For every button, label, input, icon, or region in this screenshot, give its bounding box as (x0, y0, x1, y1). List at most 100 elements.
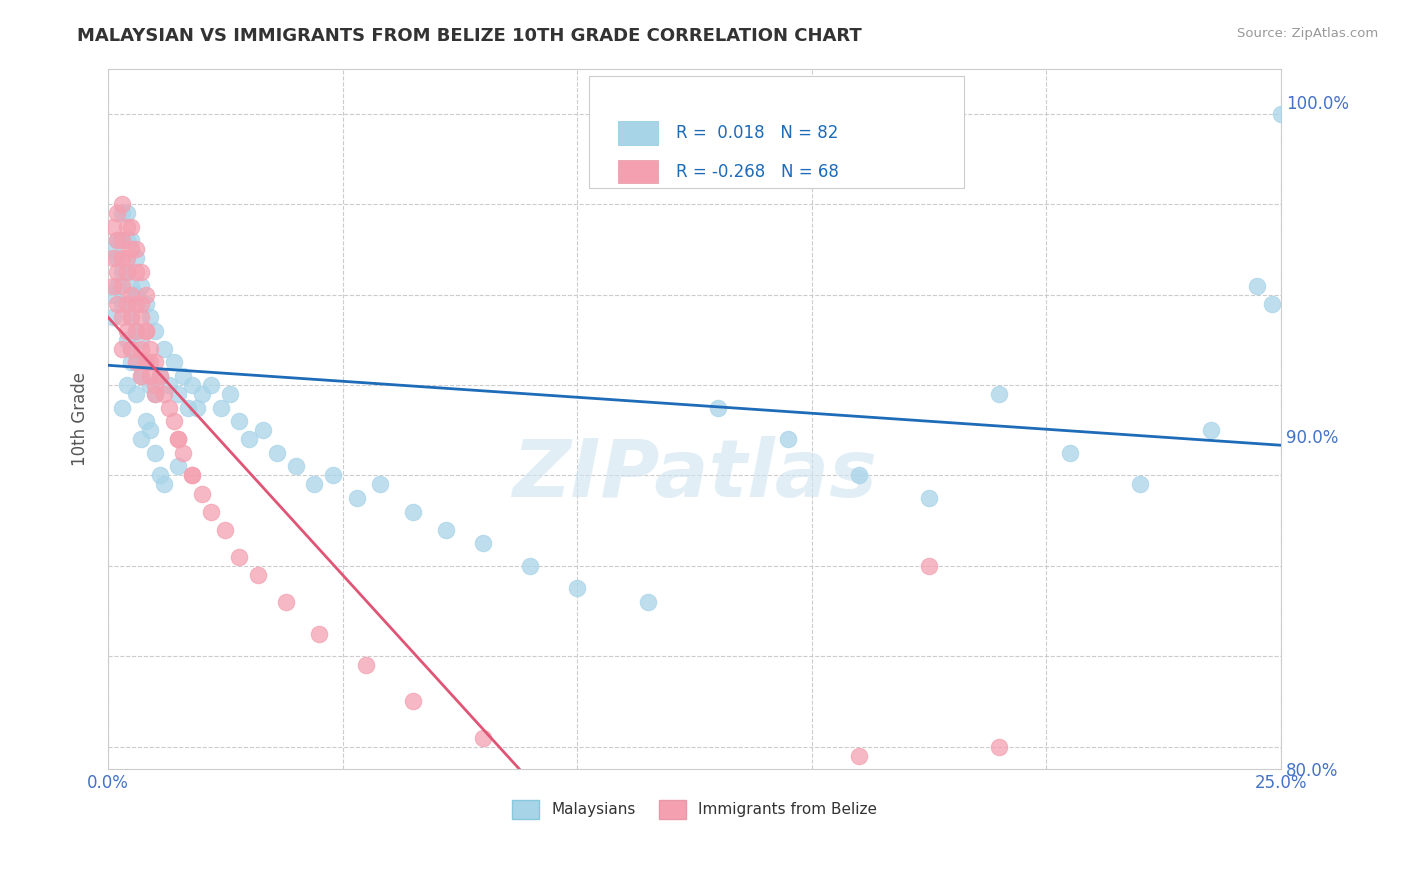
Point (125, 355, 148, 369)
Point (135, 355, 157, 369)
Point (172, 446, 194, 460)
Point (105, 233, 128, 247)
Point (567, 785, 589, 799)
Point (637, 595, 659, 609)
Point (101, 310, 124, 325)
Point (143, 378, 166, 392)
Point (219, 387, 242, 401)
Point (848, 468, 870, 483)
Point (143, 387, 166, 401)
Legend: Malaysians, Immigrants from Belize: Malaysians, Immigrants from Belize (506, 794, 883, 825)
FancyBboxPatch shape (619, 121, 658, 145)
Point (101, 278, 124, 293)
Point (125, 296, 148, 310)
Point (402, 505, 425, 519)
Point (149, 468, 172, 483)
Point (139, 355, 162, 369)
Point (135, 324, 157, 338)
Point (115, 333, 138, 347)
Text: R =  0.018   N = 82: R = 0.018 N = 82 (676, 124, 838, 142)
Point (848, 748, 870, 763)
Point (354, 658, 377, 673)
Point (120, 355, 142, 369)
FancyBboxPatch shape (589, 76, 965, 187)
Point (125, 387, 148, 401)
Point (247, 567, 270, 582)
Point (143, 387, 166, 401)
Point (157, 378, 180, 392)
Point (228, 414, 250, 428)
Point (181, 468, 204, 483)
Point (778, 432, 800, 446)
Point (1059, 446, 1081, 460)
Text: R = -0.268   N = 68: R = -0.268 N = 68 (676, 162, 838, 180)
FancyBboxPatch shape (619, 160, 658, 184)
Point (129, 310, 152, 325)
Point (167, 459, 190, 474)
Point (153, 477, 176, 491)
Point (129, 296, 152, 310)
Point (209, 401, 232, 415)
Point (139, 423, 162, 437)
Point (129, 368, 152, 383)
Point (139, 378, 162, 392)
Point (105, 233, 128, 247)
Point (105, 252, 128, 266)
Point (228, 549, 250, 564)
Y-axis label: 10th Grade: 10th Grade (72, 372, 89, 466)
Point (988, 739, 1011, 754)
Point (120, 310, 142, 325)
Point (105, 206, 128, 220)
Point (1129, 477, 1152, 491)
Point (191, 387, 214, 401)
Point (125, 265, 148, 279)
Point (135, 414, 157, 428)
Point (276, 595, 298, 609)
Point (135, 287, 157, 301)
Point (111, 197, 134, 211)
Point (918, 558, 941, 573)
Point (707, 401, 730, 415)
Point (1199, 423, 1222, 437)
Point (120, 233, 142, 247)
Point (111, 296, 134, 310)
Point (519, 558, 541, 573)
Point (115, 219, 138, 234)
Point (120, 243, 142, 257)
Point (115, 265, 138, 279)
Point (101, 243, 124, 257)
Point (200, 378, 222, 392)
Point (172, 368, 194, 383)
Point (111, 401, 134, 415)
Point (214, 523, 236, 537)
Point (1270, 107, 1292, 121)
Point (120, 310, 142, 325)
Point (434, 523, 457, 537)
Point (101, 287, 124, 301)
Point (567, 582, 589, 596)
Point (402, 694, 425, 708)
Point (139, 310, 162, 325)
Point (135, 296, 157, 310)
Point (167, 432, 190, 446)
Point (191, 486, 214, 500)
Point (988, 387, 1011, 401)
Point (115, 265, 138, 279)
Point (149, 368, 172, 383)
Point (125, 324, 148, 338)
Point (918, 491, 941, 505)
Point (129, 265, 152, 279)
Point (266, 446, 288, 460)
Point (149, 368, 172, 383)
Point (153, 342, 176, 356)
Point (115, 206, 138, 220)
Point (111, 233, 134, 247)
Point (125, 252, 148, 266)
Point (120, 219, 142, 234)
Point (111, 310, 134, 325)
Point (129, 432, 152, 446)
Point (322, 468, 344, 483)
Point (111, 265, 134, 279)
Point (111, 278, 134, 293)
Point (115, 252, 138, 266)
